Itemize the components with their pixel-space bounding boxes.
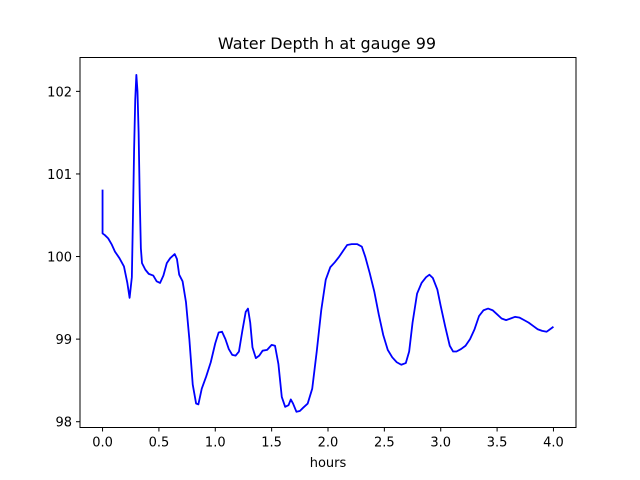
plot-area [101,73,554,413]
x-tick-label: 0.5 [149,436,170,451]
y-tick-label: 98 [55,416,72,431]
x-tick-label: 2.0 [318,436,339,451]
x-tick-label: 2.5 [374,436,395,451]
x-tick-label: 1.5 [261,436,282,451]
chart-title: Water Depth h at gauge 99 [218,34,436,53]
y-tick-label: 100 [47,251,72,266]
x-tick-label: 3.0 [430,436,451,451]
x-tick-label: 0.0 [92,436,113,451]
y-tick-label: 99 [55,333,72,348]
y-tick-label: 101 [47,168,72,183]
y-axis-ticks: 98 99 100 101 102 [47,85,80,431]
x-tick-label: 1.0 [205,436,226,451]
y-tick-label: 102 [47,85,72,100]
x-axis-ticks: 0.0 0.5 1.0 1.5 2.0 2.5 3.0 3.5 4.0 [92,427,564,451]
x-axis-label: hours [310,456,347,471]
x-tick-label: 3.5 [487,436,508,451]
x-tick-label: 4.0 [543,436,564,451]
series-line-0 [101,73,554,413]
